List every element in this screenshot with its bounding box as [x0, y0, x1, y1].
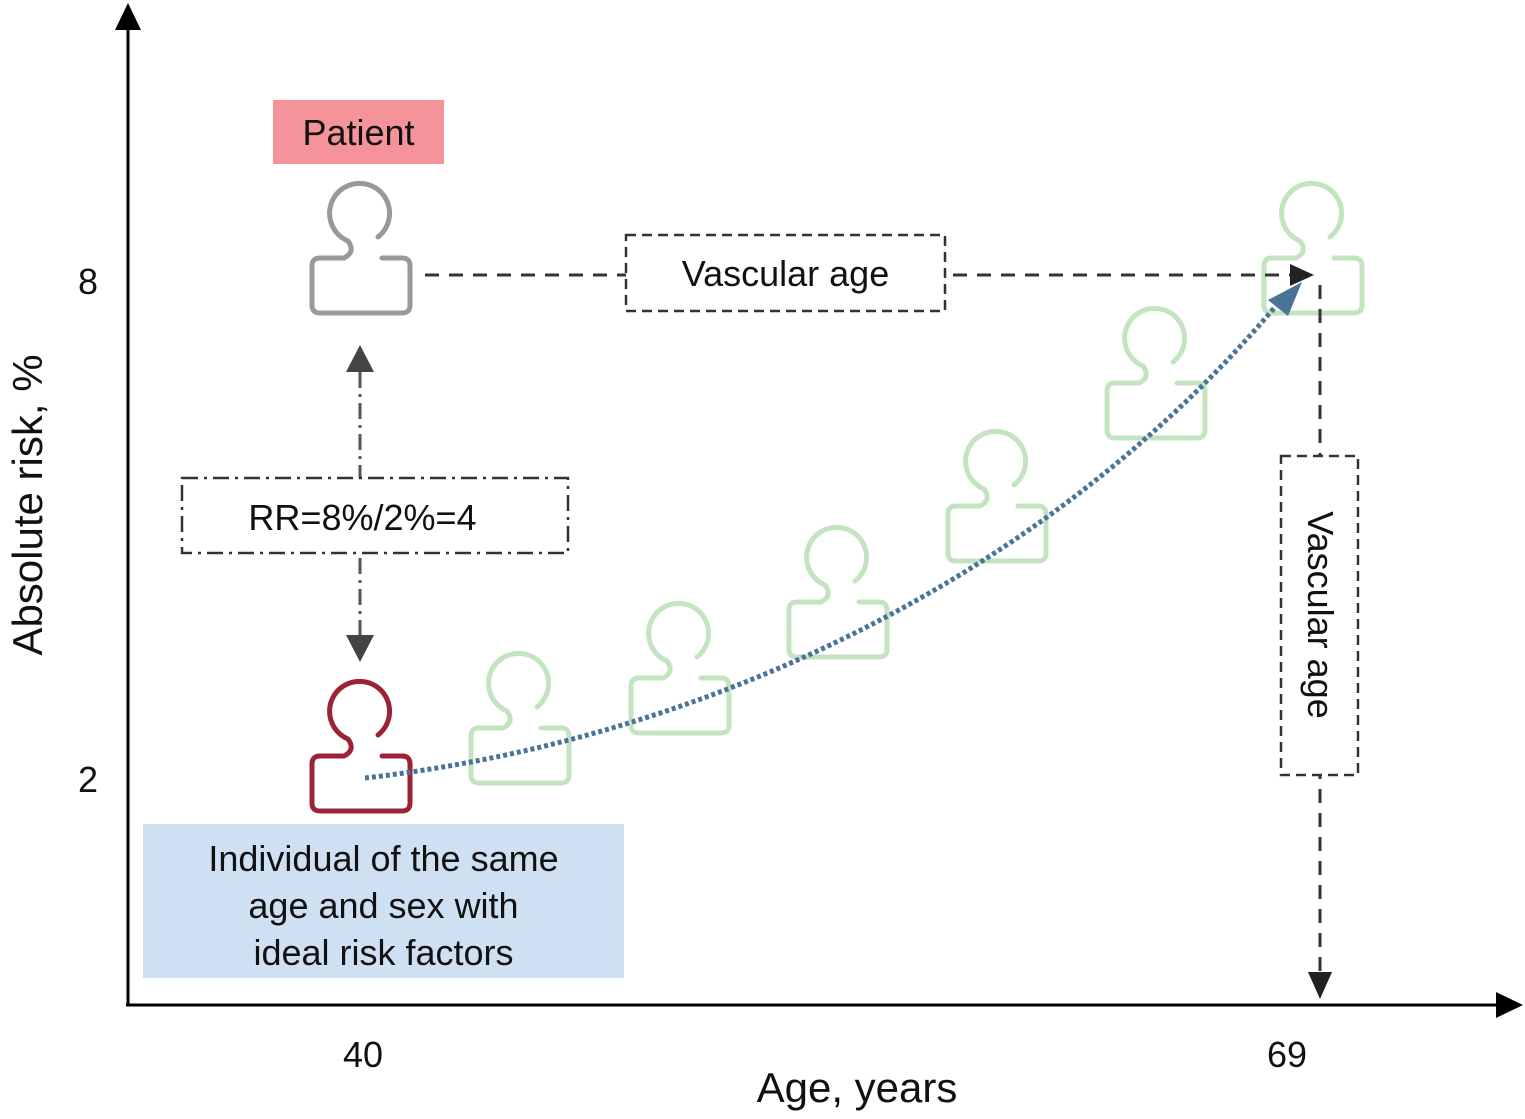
y-axis	[115, 3, 141, 1005]
person-icon	[631, 603, 729, 733]
patient-box	[273, 100, 444, 164]
y-tick-2: 2	[78, 759, 99, 800]
arrowhead-up-icon	[346, 345, 374, 372]
person-icon	[1107, 308, 1205, 438]
person-icon	[948, 431, 1046, 561]
x-tick-69: 69	[1266, 1034, 1308, 1075]
x-tick-40: 40	[342, 1034, 384, 1075]
x-axis-arrow-icon	[1496, 992, 1523, 1018]
x-axis-label: Age, years	[756, 1064, 958, 1111]
vascular-age-h-label: Vascular age	[681, 253, 890, 294]
vascular-age-v-label: Vascular age	[1300, 511, 1341, 719]
individual-box	[143, 824, 624, 978]
patient-person-icon	[312, 183, 410, 313]
arrowhead-right-icon	[1290, 264, 1314, 286]
arrowhead-down-icon	[346, 635, 374, 662]
individual-label-line: ideal risk factors	[253, 932, 514, 973]
individual-label-line: age and sex with	[248, 885, 519, 926]
risk-trajectory-curve	[364, 293, 1287, 781]
individual-person-icon	[312, 681, 410, 811]
y-axis-arrow-icon	[115, 3, 141, 30]
y-axis-label: Absolute risk, %	[4, 354, 51, 656]
vascular-age-v-box	[1279, 454, 1360, 777]
rr-label: RR=8%/2%=4	[248, 497, 477, 538]
arrowhead-down-icon	[1308, 972, 1332, 999]
individual-label: Individual of the same age and sex with …	[143, 835, 624, 976]
patient-label: Patient	[302, 112, 415, 153]
x-axis	[126, 992, 1523, 1018]
y-tick-8: 8	[78, 261, 99, 302]
vascular-age-h-box	[624, 233, 947, 313]
rr-box	[180, 476, 570, 555]
person-icon	[789, 527, 887, 657]
individual-label-line: Individual of the same	[208, 838, 559, 879]
person-icon	[1264, 183, 1362, 313]
person-icon	[471, 653, 569, 783]
curve-arrowhead-icon	[1268, 282, 1302, 316]
